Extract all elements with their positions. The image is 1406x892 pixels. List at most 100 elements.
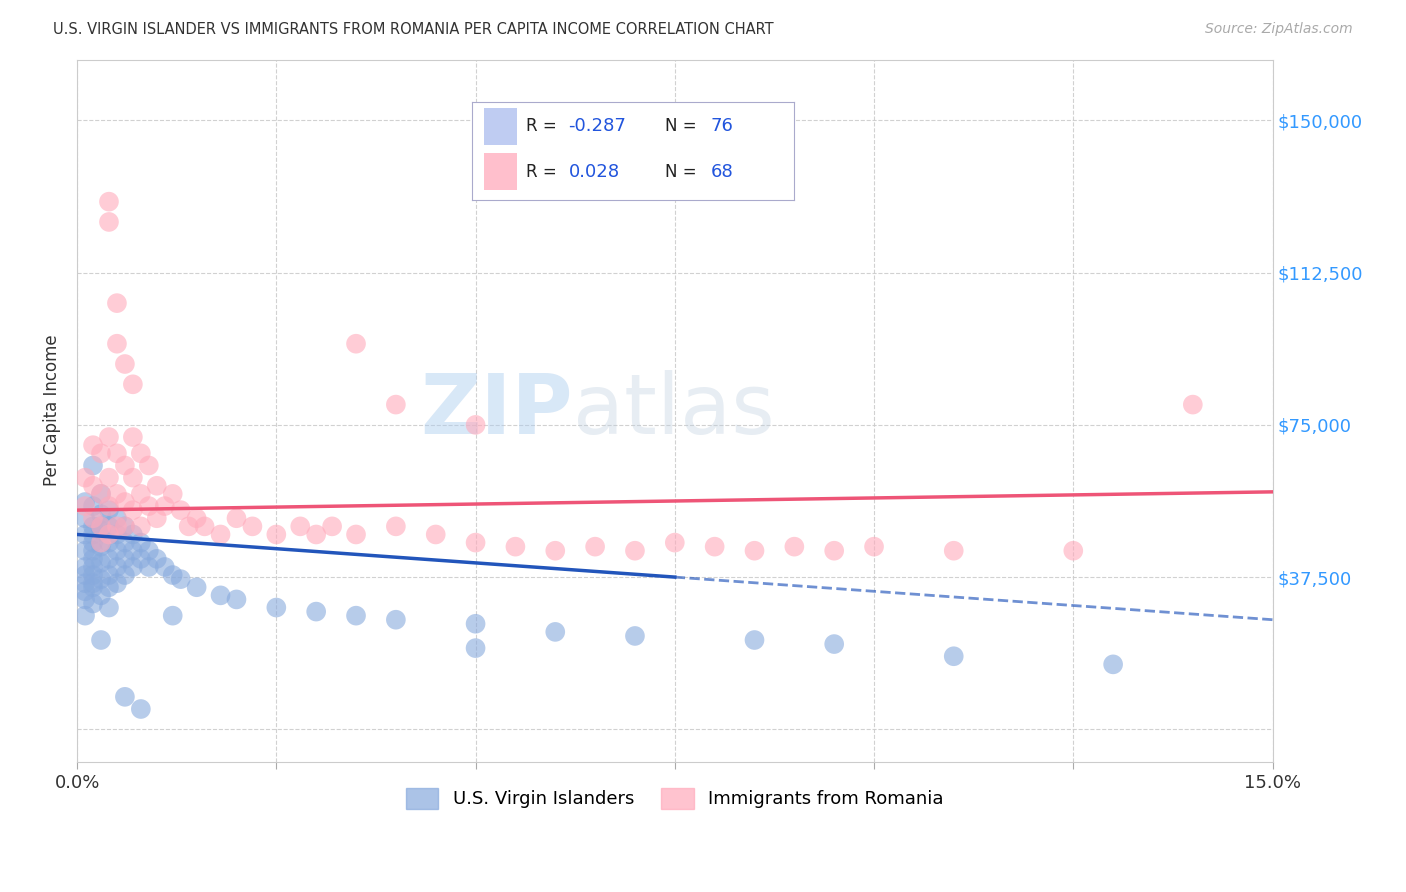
Point — [122, 377, 145, 392]
Point — [73, 560, 96, 574]
Point — [73, 470, 96, 484]
Point — [129, 551, 152, 566]
Point — [82, 597, 104, 611]
Point — [1102, 657, 1125, 672]
Point — [122, 430, 145, 444]
Point — [73, 592, 96, 607]
Point — [186, 511, 208, 525]
Point — [321, 519, 343, 533]
Point — [73, 499, 96, 513]
Point — [305, 605, 328, 619]
Point — [73, 608, 96, 623]
Point — [90, 519, 112, 533]
Point — [114, 519, 136, 533]
Point — [942, 543, 965, 558]
Point — [90, 535, 112, 549]
Point — [624, 543, 647, 558]
Point — [114, 535, 136, 549]
Point — [162, 568, 184, 582]
Point — [73, 568, 96, 582]
Point — [90, 519, 112, 533]
Point — [138, 458, 160, 473]
Point — [744, 632, 766, 647]
Point — [82, 458, 104, 473]
Point — [73, 584, 96, 599]
Point — [505, 540, 527, 554]
Point — [305, 527, 328, 541]
Point — [105, 511, 128, 525]
Point — [703, 540, 725, 554]
Point — [385, 398, 408, 412]
Point — [98, 551, 121, 566]
Point — [664, 535, 686, 549]
Point — [82, 527, 104, 541]
Point — [82, 511, 104, 525]
Point — [98, 527, 121, 541]
Point — [146, 479, 169, 493]
Point — [138, 560, 160, 574]
Point — [129, 702, 152, 716]
Point — [744, 543, 766, 558]
Point — [823, 637, 845, 651]
Point — [170, 572, 193, 586]
Point — [73, 495, 96, 509]
Point — [105, 527, 128, 541]
Point — [114, 357, 136, 371]
Point — [105, 446, 128, 460]
Point — [153, 560, 176, 574]
Point — [90, 487, 112, 501]
Point — [98, 430, 121, 444]
Point — [129, 487, 152, 501]
Point — [90, 446, 112, 460]
Point — [153, 499, 176, 513]
Point — [129, 519, 152, 533]
Point — [122, 560, 145, 574]
Point — [624, 629, 647, 643]
Point — [82, 580, 104, 594]
Point — [90, 540, 112, 554]
Point — [823, 543, 845, 558]
Point — [98, 470, 121, 484]
Point — [783, 540, 806, 554]
Point — [344, 608, 367, 623]
Point — [242, 519, 264, 533]
Point — [98, 580, 121, 594]
Point — [122, 543, 145, 558]
Text: Source: ZipAtlas.com: Source: ZipAtlas.com — [1205, 22, 1353, 37]
Point — [194, 519, 217, 533]
Point — [98, 568, 121, 582]
Point — [122, 470, 145, 484]
Point — [105, 576, 128, 591]
Point — [105, 336, 128, 351]
Y-axis label: Per Capita Income: Per Capita Income — [44, 334, 60, 486]
Point — [344, 336, 367, 351]
Point — [90, 507, 112, 521]
Point — [290, 519, 312, 533]
Point — [105, 487, 128, 501]
Point — [344, 527, 367, 541]
Point — [863, 540, 886, 554]
Point — [82, 560, 104, 574]
Point — [114, 458, 136, 473]
Point — [146, 551, 169, 566]
Point — [98, 194, 121, 209]
Point — [82, 499, 104, 513]
Point — [129, 446, 152, 460]
Text: U.S. VIRGIN ISLANDER VS IMMIGRANTS FROM ROMANIA PER CAPITA INCOME CORRELATION CH: U.S. VIRGIN ISLANDER VS IMMIGRANTS FROM … — [53, 22, 775, 37]
Point — [464, 535, 486, 549]
Point — [138, 543, 160, 558]
Point — [162, 608, 184, 623]
Point — [146, 511, 169, 525]
Point — [942, 649, 965, 664]
Point — [114, 551, 136, 566]
Point — [385, 519, 408, 533]
Point — [82, 438, 104, 452]
Point — [82, 519, 104, 533]
Point — [225, 511, 247, 525]
Point — [105, 560, 128, 574]
Point — [425, 527, 447, 541]
Point — [209, 588, 232, 602]
Point — [73, 576, 96, 591]
Point — [98, 215, 121, 229]
Point — [464, 616, 486, 631]
